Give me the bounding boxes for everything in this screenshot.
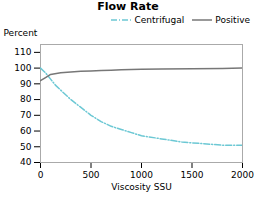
html-text:Positive: Positive	[215, 15, 250, 25]
svg-text:Viscosity SSU: Viscosity SSU	[111, 182, 172, 192]
svg-text:50: 50	[20, 142, 32, 152]
svg-text:2000: 2000	[231, 170, 254, 180]
svg-text:100: 100	[14, 63, 31, 73]
svg-text:0: 0	[38, 170, 44, 180]
svg-text:1000: 1000	[130, 170, 153, 180]
svg-text:110: 110	[14, 47, 31, 57]
svg-text:1500: 1500	[181, 170, 204, 180]
svg-text:40: 40	[20, 157, 32, 167]
html-text:Flow Rate: Flow Rate	[97, 0, 159, 13]
svg-text:90: 90	[20, 79, 32, 89]
svg-text:80: 80	[20, 94, 32, 104]
svg-text:60: 60	[20, 126, 32, 136]
svg-text:500: 500	[82, 170, 99, 180]
svg-text:Percent: Percent	[4, 28, 38, 38]
svg-text:70: 70	[20, 110, 32, 120]
html-text:Centrifugal: Centrifugal	[134, 15, 185, 25]
